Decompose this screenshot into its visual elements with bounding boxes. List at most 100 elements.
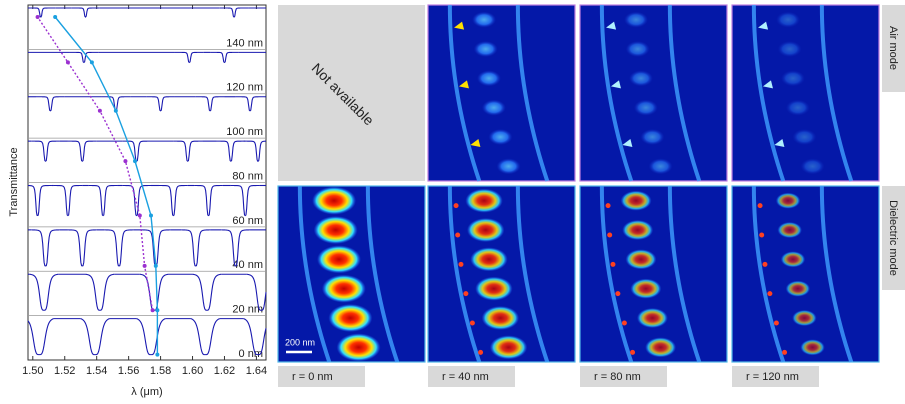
- x-tick-label: 1.56: [118, 365, 139, 377]
- field-lobe: [622, 220, 653, 240]
- field-lobe: [490, 335, 528, 359]
- dip: [194, 186, 223, 216]
- series-label: 80 nm: [232, 170, 263, 182]
- field-lobe: [475, 277, 513, 301]
- column-label: r = 0 nm: [292, 371, 333, 383]
- x-tick-label: 1.60: [182, 365, 203, 377]
- dip: [71, 8, 100, 17]
- dip: [31, 230, 60, 266]
- field-lobe: [337, 333, 381, 361]
- field-lobe: [778, 41, 802, 57]
- series-label: 100 nm: [226, 126, 263, 138]
- field-lobe: [497, 158, 521, 174]
- dip: [236, 97, 265, 111]
- dip: [173, 141, 202, 161]
- hole-spot: [610, 262, 615, 267]
- dielectric-mode-line: [55, 17, 157, 355]
- field-lobe: [328, 304, 372, 332]
- field-lobe: [801, 158, 825, 174]
- series-label: 0 nm: [239, 348, 263, 360]
- dip: [137, 319, 166, 355]
- field-lobe: [630, 279, 661, 299]
- field-lobe: [649, 158, 673, 174]
- dip: [122, 141, 151, 161]
- air-mode-point: [151, 308, 155, 312]
- field-lobe: [634, 100, 658, 116]
- hole-spot: [606, 203, 611, 208]
- dielectric-mode-point: [53, 15, 57, 19]
- dielectric-mode-point: [114, 109, 118, 113]
- x-tick-label: 1.52: [54, 365, 75, 377]
- dielectric-mode-point: [90, 60, 94, 64]
- field-lobe: [776, 193, 801, 209]
- dip: [68, 141, 97, 161]
- dip: [193, 274, 222, 310]
- dielectric-mode-point: [149, 214, 153, 218]
- hole-spot: [478, 350, 483, 355]
- hole-spot: [463, 291, 468, 296]
- air-mode-point: [138, 214, 142, 218]
- x-tick-label: 1.62: [214, 365, 235, 377]
- x-tick-label: 1.54: [86, 365, 107, 377]
- field-lobe: [477, 70, 501, 86]
- dielectric-mode-point: [155, 308, 159, 312]
- x-tick-label: 1.50: [22, 365, 43, 377]
- hole-spot: [470, 321, 475, 326]
- column-label: r = 40 nm: [442, 371, 489, 383]
- dip: [231, 186, 260, 216]
- dip: [36, 97, 65, 111]
- series-label: 140 nm: [226, 37, 263, 49]
- dip: [146, 97, 175, 111]
- dip: [216, 141, 245, 161]
- dip: [28, 186, 52, 216]
- hole-spot: [762, 262, 767, 267]
- field-lobe: [472, 12, 496, 28]
- hole-spot: [458, 262, 463, 267]
- field-lobe: [640, 129, 664, 145]
- field-lobe: [317, 245, 361, 273]
- dielectric-mode-point: [154, 264, 158, 268]
- field-lobe: [482, 306, 520, 330]
- page: {"chart_data":{"type":"line","ylabel":"T…: [0, 0, 905, 404]
- dip: [31, 141, 60, 161]
- dielectric-mode-point: [133, 159, 137, 163]
- dip: [244, 141, 266, 161]
- x-axis-label: λ (μm): [131, 386, 162, 398]
- hole-spot: [615, 291, 620, 296]
- hole-spot: [774, 321, 779, 326]
- x-tick-label: 1.58: [150, 365, 171, 377]
- x-tick-label: 1.64: [246, 365, 267, 377]
- column-label: r = 80 nm: [594, 371, 641, 383]
- field-lobe: [467, 218, 505, 242]
- hole-spot: [622, 321, 627, 326]
- scale-bar-label: 200 nm: [285, 337, 315, 347]
- hole-spot: [782, 350, 787, 355]
- dip: [140, 274, 169, 310]
- dip: [54, 186, 83, 216]
- air-mode-point: [66, 60, 70, 64]
- dip: [86, 274, 115, 310]
- hole-spot: [758, 203, 763, 208]
- field-lobe: [465, 189, 503, 213]
- dip: [105, 230, 134, 266]
- air-mode-point: [123, 159, 127, 163]
- air-mode-point: [36, 15, 40, 19]
- field-lobe: [637, 308, 668, 328]
- hole-spot: [455, 233, 460, 238]
- dip: [101, 97, 130, 111]
- dip: [210, 52, 239, 62]
- air-mode-point: [98, 109, 102, 113]
- dip: [81, 319, 110, 355]
- series-label: 120 nm: [226, 82, 263, 94]
- dip: [159, 186, 188, 216]
- field-lobe: [792, 129, 816, 145]
- dip: [28, 319, 54, 355]
- hole-spot: [630, 350, 635, 355]
- field-lobe: [776, 12, 800, 28]
- hole-spot: [759, 233, 764, 238]
- series-label: 60 nm: [232, 215, 263, 227]
- dip: [175, 52, 204, 62]
- dip: [68, 230, 97, 266]
- row-label: Air mode: [887, 26, 899, 70]
- figure: Transmittance λ (μm) Not available Air m…: [0, 0, 905, 404]
